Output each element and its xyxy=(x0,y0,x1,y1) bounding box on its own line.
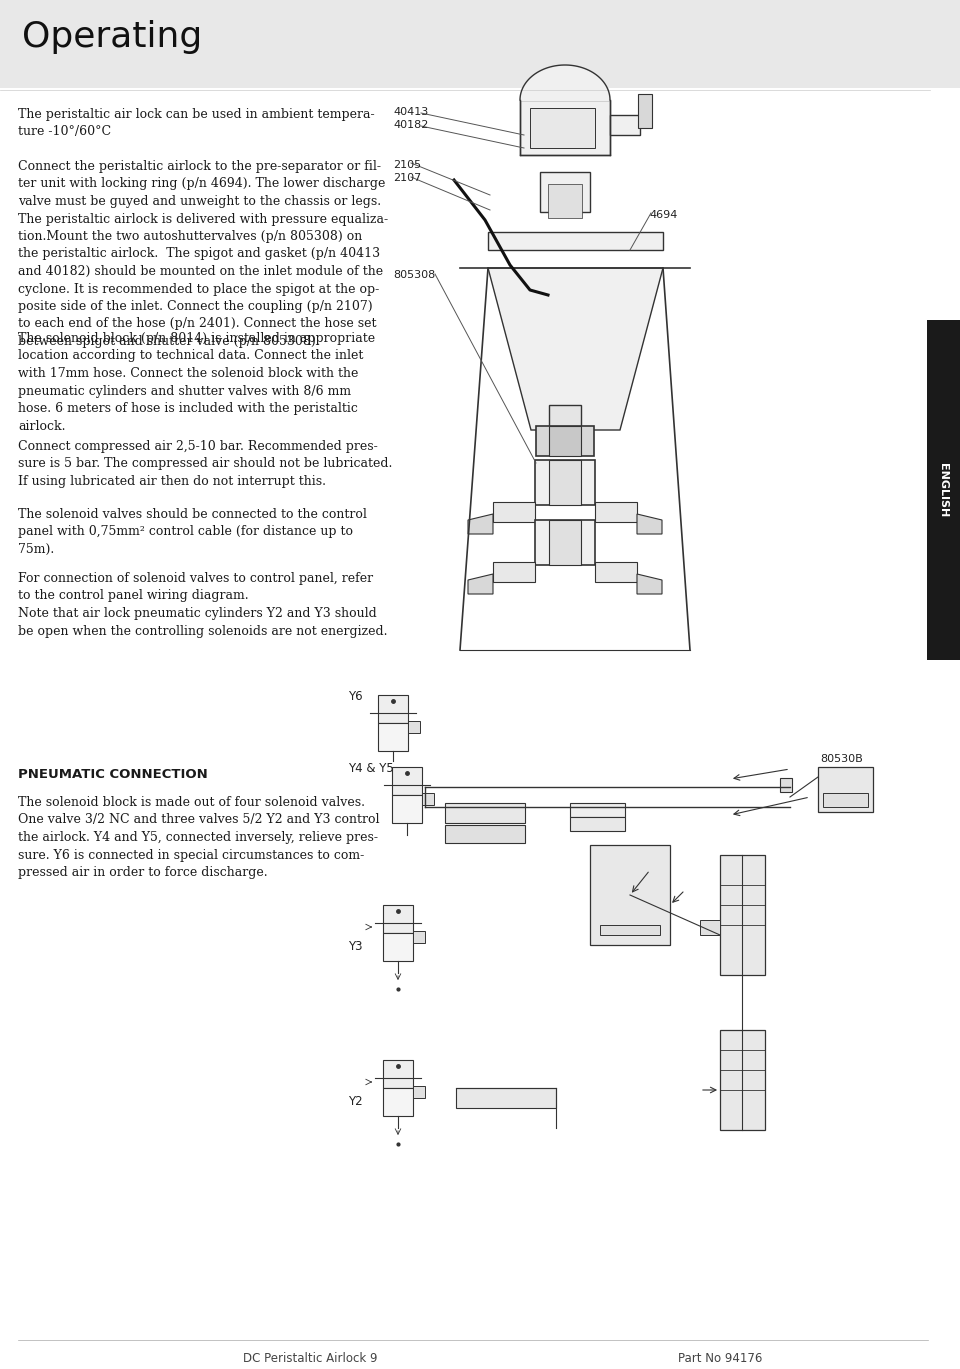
Bar xyxy=(570,817,625,831)
Text: 40182: 40182 xyxy=(393,120,428,130)
Text: Y3: Y3 xyxy=(348,941,363,953)
Text: Operating: Operating xyxy=(22,21,203,53)
Text: Connect compressed air 2,5-10 bar. Recommended pres-
sure is 5 bar. The compress: Connect compressed air 2,5-10 bar. Recom… xyxy=(18,439,393,487)
Bar xyxy=(540,172,590,212)
Bar xyxy=(493,502,535,522)
Bar xyxy=(780,778,792,793)
Text: The solenoid block (p/n 8014) is installed in appropriate
location according to : The solenoid block (p/n 8014) is install… xyxy=(18,333,375,433)
Bar xyxy=(456,1088,556,1108)
Text: The solenoid valves should be connected to the control
panel with 0,75mm² contro: The solenoid valves should be connected … xyxy=(18,508,367,556)
Text: 2107: 2107 xyxy=(393,172,421,183)
Text: 2105: 2105 xyxy=(393,160,421,170)
Bar xyxy=(818,767,873,812)
Polygon shape xyxy=(468,574,493,594)
Text: The solenoid block is made out of four solenoid valves.
One valve 3/2 NC and thr: The solenoid block is made out of four s… xyxy=(18,795,379,879)
Bar xyxy=(549,470,581,487)
Polygon shape xyxy=(637,574,662,594)
Bar xyxy=(392,767,422,795)
Bar xyxy=(383,1060,413,1088)
Bar xyxy=(535,460,595,505)
Bar xyxy=(535,520,595,565)
Bar xyxy=(610,115,640,136)
Text: Connect the peristaltic airlock to the pre-separator or fil-
ter unit with locki: Connect the peristaltic airlock to the p… xyxy=(18,160,388,348)
Bar xyxy=(383,905,413,934)
Bar xyxy=(383,1088,413,1116)
Bar xyxy=(549,535,581,550)
Bar xyxy=(549,405,581,430)
Text: For connection of solenoid valves to control panel, refer
to the control panel w: For connection of solenoid valves to con… xyxy=(18,572,388,638)
Text: Y2: Y2 xyxy=(348,1095,363,1108)
Bar xyxy=(823,793,868,806)
Polygon shape xyxy=(637,513,662,534)
Bar xyxy=(0,0,960,88)
Bar xyxy=(638,94,652,127)
Bar xyxy=(595,502,637,522)
Text: 40413: 40413 xyxy=(393,107,428,116)
Text: The peristaltic air lock can be used in ambient tempera-
ture -10°/60°C: The peristaltic air lock can be used in … xyxy=(18,108,374,138)
Text: 805308: 805308 xyxy=(393,270,435,281)
Bar xyxy=(408,721,420,732)
Bar xyxy=(700,920,720,935)
Bar xyxy=(590,845,670,945)
Bar xyxy=(445,826,525,843)
Bar xyxy=(520,100,610,155)
Bar xyxy=(600,925,660,935)
Text: Y6: Y6 xyxy=(348,690,363,704)
Bar xyxy=(445,804,525,823)
Text: ENGLISH: ENGLISH xyxy=(938,463,948,517)
Text: DC Peristaltic Airlock 9: DC Peristaltic Airlock 9 xyxy=(243,1353,377,1365)
Text: PNEUMATIC CONNECTION: PNEUMATIC CONNECTION xyxy=(18,768,207,780)
Text: 4694: 4694 xyxy=(649,209,678,220)
Bar xyxy=(488,231,663,251)
Bar xyxy=(549,520,581,565)
Polygon shape xyxy=(488,268,663,430)
Bar xyxy=(536,426,594,456)
Bar xyxy=(549,460,581,505)
Bar xyxy=(720,856,765,975)
Text: 80530B: 80530B xyxy=(820,754,863,764)
Bar xyxy=(530,108,595,148)
Bar xyxy=(413,1086,425,1098)
Text: Y4 & Y5: Y4 & Y5 xyxy=(348,763,394,775)
Bar xyxy=(720,1029,765,1129)
Bar xyxy=(595,563,637,582)
Text: Part No 94176: Part No 94176 xyxy=(678,1353,762,1365)
Bar xyxy=(383,934,413,961)
Bar xyxy=(392,795,422,823)
Bar xyxy=(493,563,535,582)
Bar xyxy=(570,804,625,817)
Polygon shape xyxy=(468,513,493,534)
Bar xyxy=(549,426,581,456)
Bar xyxy=(378,695,408,723)
Bar xyxy=(927,320,960,660)
Bar xyxy=(422,793,434,805)
Bar xyxy=(378,723,408,752)
Bar xyxy=(548,183,582,218)
Bar xyxy=(413,931,425,943)
